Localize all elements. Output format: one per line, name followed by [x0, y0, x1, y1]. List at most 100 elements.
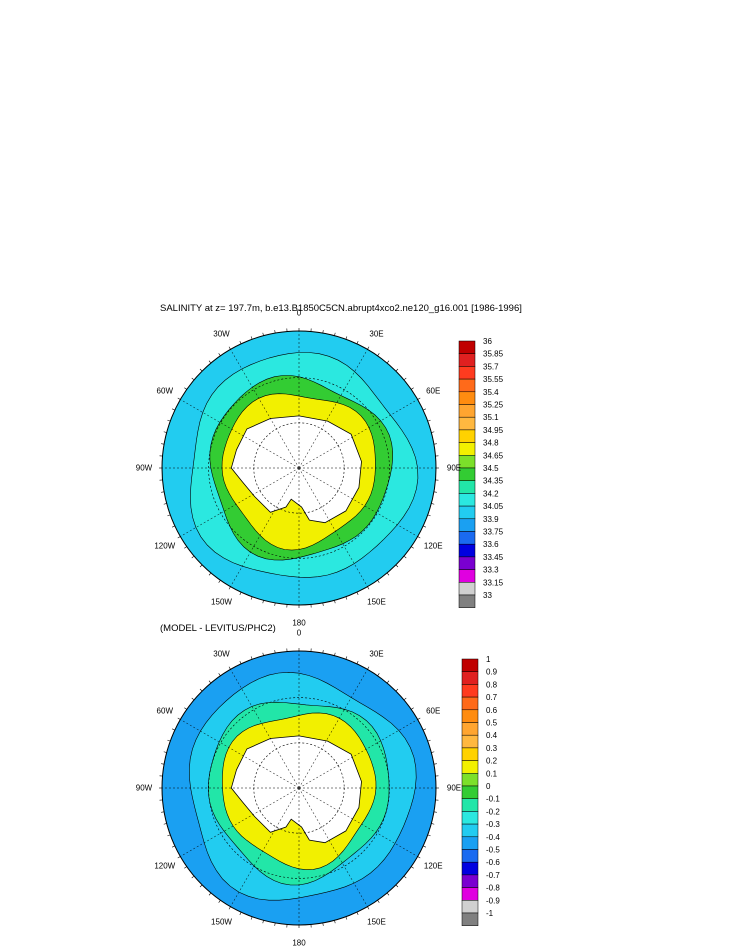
border-tick — [357, 661, 358, 664]
border-tick — [378, 580, 380, 582]
border-tick — [428, 835, 431, 836]
colorbar-tick-label: 0.5 — [486, 719, 498, 728]
border-tick — [428, 515, 431, 516]
border-tick — [357, 341, 358, 344]
border-tick — [251, 597, 252, 600]
border-tick — [396, 689, 398, 691]
border-tick — [411, 388, 413, 390]
border-tick — [334, 333, 335, 336]
border-tick — [167, 835, 170, 836]
border-tick — [404, 698, 406, 700]
colorbar-swatch — [462, 799, 478, 812]
colorbar-swatch — [462, 723, 478, 736]
border-tick — [263, 600, 264, 603]
border-tick — [418, 857, 421, 859]
border-tick — [161, 444, 164, 445]
border-tick — [431, 752, 434, 753]
border-tick — [275, 330, 276, 333]
colorbar-tick-label: -0.1 — [486, 795, 500, 804]
colorbar-tick-label: 0.4 — [486, 731, 498, 740]
border-tick — [418, 537, 421, 539]
border-tick — [240, 912, 241, 915]
colorbar-swatch — [462, 811, 478, 824]
border-tick — [184, 708, 186, 710]
colorbar-swatch — [462, 837, 478, 850]
border-tick — [172, 729, 175, 730]
border-tick — [434, 764, 437, 765]
lon-label: 150W — [211, 918, 232, 927]
colorbar-tick-label: 34.05 — [483, 502, 504, 511]
border-tick — [263, 653, 264, 656]
colorbar-tick-label: -0.7 — [486, 871, 500, 880]
border-tick — [323, 330, 324, 333]
colorbar-swatch — [462, 786, 478, 799]
colorbar-swatch — [459, 443, 475, 456]
lon-label: 150E — [367, 918, 386, 927]
border-tick — [178, 537, 181, 539]
border-tick — [346, 336, 347, 339]
border-tick — [240, 341, 241, 344]
border-tick — [418, 718, 421, 720]
border-tick — [368, 347, 370, 350]
colorbar-swatch — [462, 697, 478, 710]
border-tick — [184, 547, 186, 549]
colorbar-swatch — [459, 405, 475, 418]
border-tick — [431, 503, 434, 504]
border-tick — [263, 333, 264, 336]
border-tick — [368, 907, 370, 910]
colorbar-tick-label: 33 — [483, 591, 492, 600]
colorbar-tick-label: -0.9 — [486, 896, 500, 905]
border-tick — [357, 912, 358, 915]
border-tick — [396, 369, 398, 371]
colorbar-tick-label: 35.55 — [483, 375, 504, 384]
border-tick — [387, 573, 389, 575]
colorbar-swatch — [462, 862, 478, 875]
border-tick — [161, 812, 164, 813]
colorbar-swatch — [459, 557, 475, 570]
border-tick — [192, 556, 194, 558]
border-tick — [219, 580, 221, 582]
colorbar-swatch — [462, 659, 478, 672]
border-tick — [209, 361, 211, 363]
colorbar-swatch — [462, 710, 478, 723]
colorbar-tick-label: 0.2 — [486, 757, 498, 766]
colorbar-swatch — [462, 888, 478, 901]
colorbar-tick-label: -0.3 — [486, 820, 500, 829]
lon-label: 90W — [136, 784, 152, 793]
border-tick — [396, 565, 398, 567]
border-tick — [167, 740, 170, 741]
colorbar-swatch — [459, 379, 475, 392]
colorbar-tick-label: 34.8 — [483, 439, 499, 448]
colorbar-tick-label: -0.6 — [486, 858, 500, 867]
border-tick — [184, 388, 186, 390]
border-tick — [251, 656, 252, 659]
border-tick — [428, 740, 431, 741]
border-tick — [423, 846, 426, 847]
colorbar-swatch — [459, 519, 475, 532]
border-tick — [161, 492, 164, 493]
border-tick — [229, 587, 231, 590]
lon-label: 30W — [213, 329, 229, 338]
lon-label: 120W — [154, 541, 175, 550]
colorbar-tick-label: 34.5 — [483, 464, 499, 473]
colorbar-tick-label: 35.1 — [483, 413, 499, 422]
border-tick — [387, 893, 389, 895]
border-tick — [167, 515, 170, 516]
border-tick — [192, 698, 194, 700]
colorbar-swatch — [462, 672, 478, 685]
colorbar-tick-label: 34.2 — [483, 489, 499, 498]
border-tick — [209, 573, 211, 575]
colorbar-swatch — [462, 761, 478, 774]
colorbar-swatch — [459, 532, 475, 545]
border-tick — [357, 592, 358, 595]
border-tick — [219, 673, 221, 675]
border-tick — [387, 361, 389, 363]
colorbar-tick-label: 35.25 — [483, 401, 504, 410]
colorbar-tick-label: 0.9 — [486, 668, 498, 677]
colorbar-tick-label: -0.8 — [486, 884, 500, 893]
border-tick — [172, 846, 175, 847]
lon-label: 90E — [447, 784, 461, 793]
border-tick — [323, 650, 324, 653]
lon-label: 30E — [369, 649, 383, 658]
